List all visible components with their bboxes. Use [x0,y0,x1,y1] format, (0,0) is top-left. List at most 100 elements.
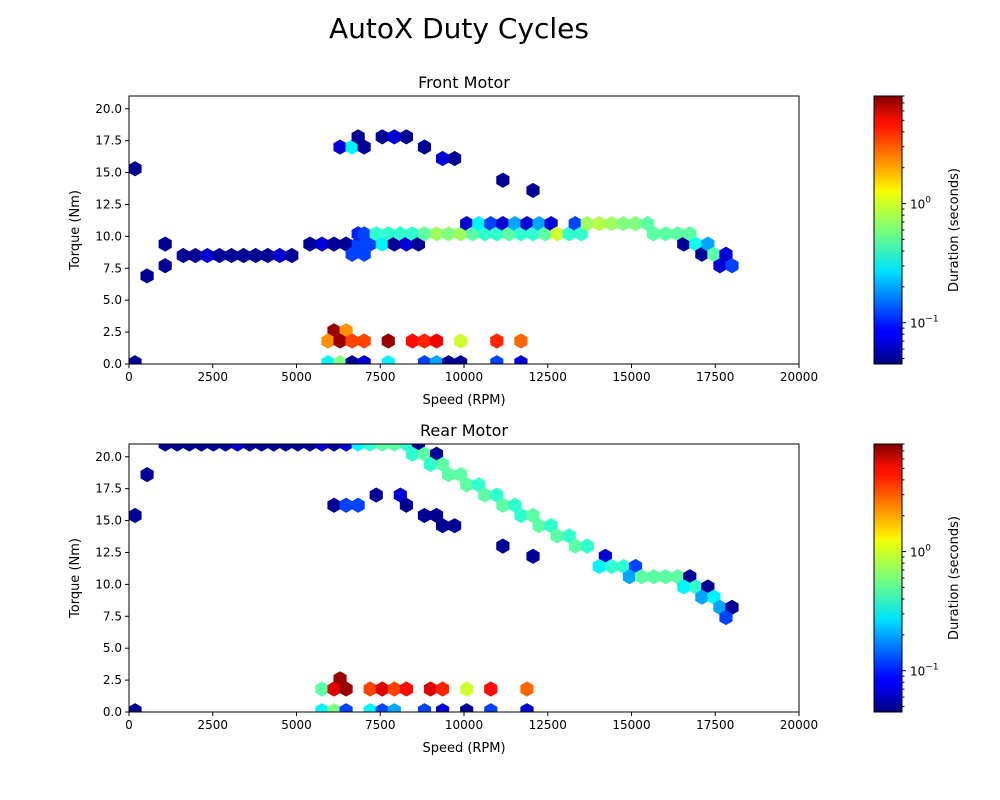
hexbin-cell [514,333,528,349]
hexbin-cell [508,497,522,513]
hexbin-cell [526,182,540,199]
hexbin-cell [562,528,576,544]
x-tick-label: 20000 [780,370,818,384]
figure-title: AutoX Duty Cycles [329,12,589,45]
hexbin-cell [387,444,401,452]
hexbin-cell [435,703,450,712]
hexbin-cell [592,216,606,232]
hexbin-cell [387,129,401,145]
hexbin-cell [423,681,438,697]
hexbin-cell [206,444,220,452]
hexbin-cell [303,444,317,452]
hexbin-cell [345,333,359,349]
hexbin-cell [200,247,214,264]
hexbin-cell [363,681,377,697]
hexbin-cell [417,226,432,242]
front-motor-panel: 0 2500 5000 7500 10000 12500 15000 17500 20000 0.… [68,73,818,408]
hexbin-cell [417,507,432,524]
y-tick-label: 10.0 [95,229,122,243]
rear-motor-panel: 0 2500 5000 7500 10000 12500 15000 17500 20000 0.… [68,421,818,756]
y-tick-label: 12.5 [95,545,122,559]
hexbin-cell [701,236,715,252]
hexbin-cell [357,246,371,262]
hexbin-cell [695,246,709,262]
hexbin-cell [508,216,522,232]
hexbin-cell [315,444,329,452]
hexbin-cell [538,226,552,242]
hexbin-cell [429,446,444,462]
hexbin-cell [429,226,444,242]
hexbin-cell [339,497,353,513]
y-tick-label: 20.0 [95,102,122,116]
hexbin-cell [417,446,432,462]
colorbar-tick-label: 100 [910,196,931,212]
hexbin-cell [387,236,401,252]
hexbin-cell [339,681,353,697]
rear-colorbar: 10−1 100 Duration (seconds) [873,443,962,713]
hexbin-cell [129,507,142,524]
hexbin-cell [387,681,401,697]
hexbin-cell [327,497,341,513]
hexbin-cell [345,139,359,155]
hexbin-cell [472,216,486,232]
hexbin-cell [423,456,438,473]
hexbin-cell [357,355,371,364]
hexbin-cell [520,216,534,232]
hexbin-cell [719,246,733,262]
y-tick-label: 7.5 [103,261,122,275]
x-tick-label: 15000 [612,718,650,732]
hexbin-cell [327,703,341,712]
hexbin-cell [435,518,450,534]
hexbin-cell [267,444,281,452]
hexbin-cell [369,226,383,242]
hexbin-cell [532,216,546,232]
hexbin-cell [472,477,486,493]
hexbin-cell [496,172,510,188]
hexbin-cell [496,216,510,232]
hexbin-cell [255,444,269,452]
hexbin-cell [261,247,275,264]
hexbin-cell [707,246,721,262]
hexbin-cell [345,355,359,364]
hexbin-cell [381,355,395,364]
hexbin-cell [671,569,685,585]
colorbar-tick-label: 10−1 [910,663,939,679]
hexbin-cell [725,599,739,615]
hexbin-cell [502,226,516,242]
hexbin-cell [628,216,643,232]
hexbin-cell [273,247,287,264]
colorbar-gradient [874,444,902,712]
hexbin-cell [598,548,612,564]
hexbin-cell [520,681,534,697]
hexbin-cell [417,333,432,349]
hexbin-cell [411,444,426,452]
hexbin-cell [381,226,395,242]
front-colorbar: 10−1 100 Duration (seconds) [873,95,962,365]
hexbin-cell [647,569,661,585]
hexbin-cell [279,444,293,452]
hexbin-cell [170,444,184,452]
x-tick-label: 5000 [281,370,312,384]
hexbin-cell [339,236,353,252]
colorbar-tick-label: 100 [910,544,931,560]
hexbin-cell [405,333,419,349]
hexbin-cell [442,226,456,242]
hexbin-cell [628,558,643,575]
hexbin-cell [399,497,413,513]
hexbin-cell [285,247,299,264]
hexbin-cell [417,139,432,155]
hexbin-cell [363,444,377,452]
y-tick-label: 5.0 [103,293,122,307]
hexbin-cell [484,703,498,712]
hexbin-cell [333,139,347,155]
hexbin-cell [333,333,347,349]
hexbin-cell [683,226,697,242]
hexbin-cell [454,333,468,349]
hexbin-cell [243,444,257,452]
hexbin-cell [454,467,468,483]
hexbin-cell [333,355,347,364]
x-tick-label: 17500 [696,718,734,732]
hexbin-cell [719,609,733,626]
hexbin-cell [345,246,359,262]
